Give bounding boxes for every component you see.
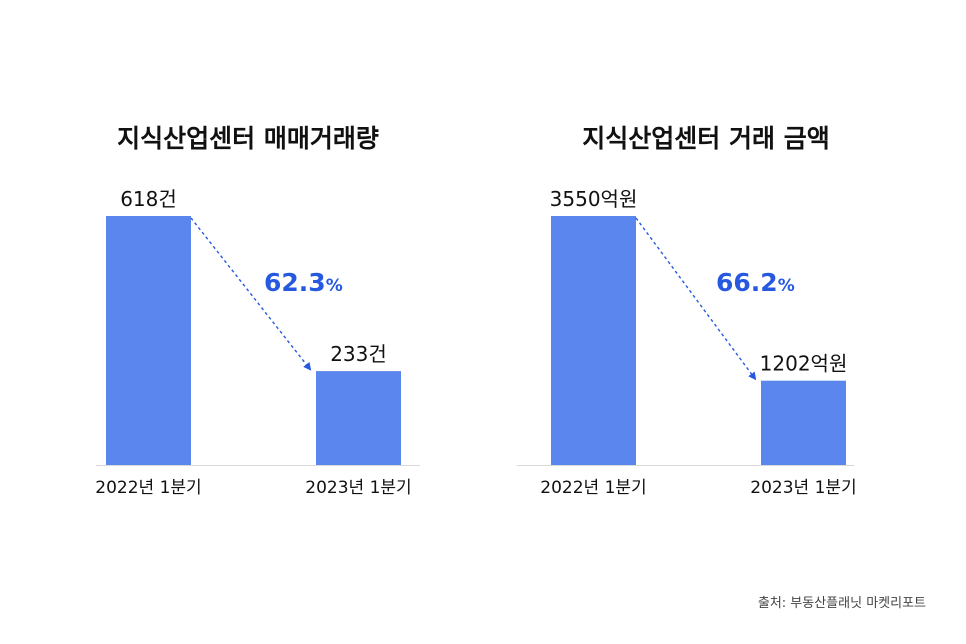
source-caption: 출처: 부동산플래닛 마켓리포트 [757,596,926,611]
change-percent-sign: % [778,276,795,296]
chart-title: 지식산업센터 매매거래량 [117,124,379,153]
change-percent-number: 62.3 [264,268,326,297]
x-tick-2022-q1: 2022년 1분기 [540,478,646,498]
value-label-2022-q1: 618건 [120,187,177,211]
chart-title: 지식산업센터 거래 금액 [582,124,829,153]
bar-2023-q1 [316,371,401,465]
value-label-2023-q1: 233건 [330,342,387,366]
x-tick-2022-q1: 2022년 1분기 [95,478,201,498]
x-tick-2023-q1: 2023년 1분기 [305,478,411,498]
value-label-2023-q1: 1202억원 [760,352,848,376]
change-percent-sign: % [326,276,343,296]
change-percent-number: 66.2 [716,268,778,297]
bar-2022-q1 [551,216,636,465]
chart-trading-volume: 지식산업센터 매매거래량 618건 233건 62.3% 2022년 1분기 2… [95,124,420,498]
change-percent: 62.3% [264,268,343,297]
bar-2023-q1 [761,380,846,465]
decline-arrow [190,217,312,371]
decline-arrow [635,217,757,381]
value-label-2022-q1: 3550억원 [550,187,638,211]
bar-2022-q1 [106,216,191,465]
x-tick-2023-q1: 2023년 1분기 [750,478,856,498]
chart-trading-amount: 지식산업센터 거래 금액 3550억원 1202억원 66.2% 2022년 1… [517,124,857,498]
change-percent: 66.2% [716,268,795,297]
